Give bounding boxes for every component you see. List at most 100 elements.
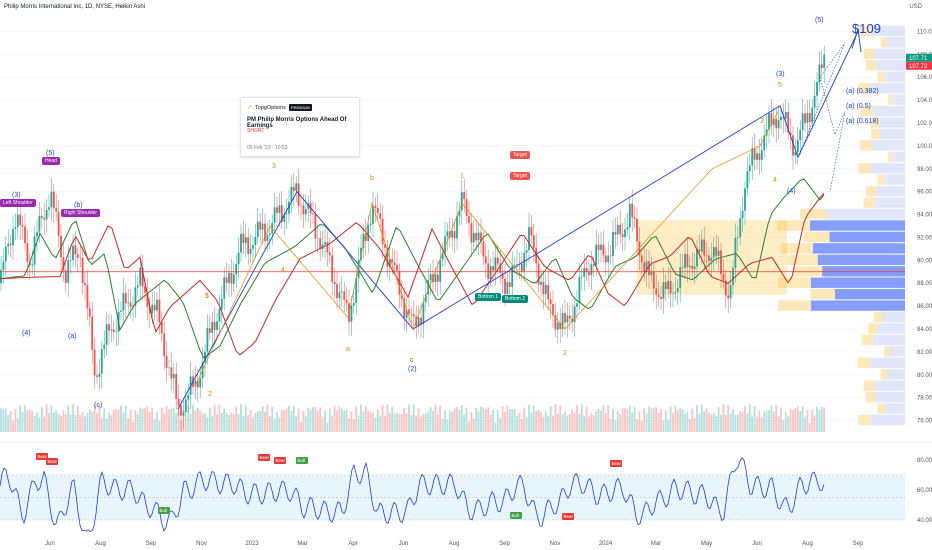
- candle-body: [228, 272, 230, 283]
- volume-bar: [792, 409, 794, 432]
- candle-body: [252, 245, 254, 249]
- candle-body: [434, 274, 437, 283]
- profile-bar-blue: [870, 25, 905, 37]
- volume-bar: [448, 410, 451, 432]
- volume-bar: [693, 417, 696, 432]
- candle-body: [513, 264, 516, 266]
- candle-body: [410, 313, 413, 315]
- candle-body: [568, 315, 571, 319]
- candle-body: [801, 113, 804, 130]
- volume-bar: [554, 404, 557, 432]
- candle-body: [823, 54, 826, 69]
- volume-bar: [710, 414, 713, 432]
- wave-label-orange: 4: [281, 267, 285, 274]
- volume-bar: [278, 417, 281, 432]
- volume-bar: [652, 407, 655, 432]
- candle-body: [657, 294, 660, 297]
- volume-bar: [266, 404, 269, 432]
- time-tick-label: Jun: [399, 541, 409, 547]
- volume-bar: [139, 407, 142, 432]
- candle-body: [376, 208, 379, 214]
- pattern-tag-head: Head: [42, 157, 60, 165]
- candle-body: [758, 153, 761, 160]
- volume-bar: [316, 410, 319, 432]
- volume-bar: [206, 417, 209, 432]
- current-price-label: 107.72: [909, 64, 928, 70]
- profile-bar-blue: [870, 163, 905, 174]
- volume-bar: [290, 410, 293, 432]
- volume-bar: [328, 408, 331, 432]
- signal-label: Bear: [48, 459, 58, 464]
- volume-bar: [220, 412, 223, 432]
- volume-bar: [580, 404, 583, 432]
- volume-bar: [144, 408, 146, 432]
- volume-bar: [724, 414, 727, 432]
- candle-body: [655, 288, 658, 295]
- volume-bar: [446, 419, 449, 432]
- candle-body: [530, 226, 533, 236]
- volume-bar: [732, 409, 734, 432]
- candle-body: [2, 261, 5, 270]
- candle-body: [643, 262, 646, 272]
- volume-bar: [650, 408, 653, 432]
- profile-bar-blue: [872, 334, 905, 346]
- candle-body: [756, 153, 758, 160]
- volume-bar: [384, 415, 386, 432]
- volume-bar: [132, 421, 134, 432]
- candle-body: [612, 232, 614, 256]
- candle-body: [194, 380, 197, 387]
- target-arrow: [851, 29, 862, 53]
- candle-body: [732, 268, 734, 286]
- candle-body: [55, 208, 58, 212]
- profile-bar-blue: [871, 105, 905, 117]
- profile-bar-yellow: [877, 71, 885, 82]
- candle-body: [552, 304, 554, 316]
- candle-body: [472, 232, 475, 243]
- volume-bar: [756, 416, 758, 432]
- volume-bar: [585, 407, 588, 432]
- candle-body: [804, 113, 806, 123]
- volume-bar: [213, 404, 216, 432]
- target-price-label: $109: [852, 21, 881, 36]
- candle-body: [441, 252, 444, 260]
- signal-label: Bear: [612, 461, 622, 466]
- profile-bar-yellow: [793, 266, 823, 277]
- volume-bar: [391, 407, 394, 432]
- candle-body: [585, 268, 588, 273]
- volume-bar: [72, 404, 74, 432]
- candle-body: [662, 282, 665, 299]
- profile-bar-yellow: [865, 60, 876, 71]
- candle-body: [76, 254, 79, 258]
- volume-bar: [312, 407, 314, 432]
- volume-bar: [331, 415, 334, 432]
- volume-bar: [712, 412, 715, 432]
- volume-bar: [283, 410, 286, 432]
- volume-bar: [98, 404, 101, 432]
- volume-bar: [422, 413, 425, 432]
- volume-profile: [637, 25, 905, 426]
- candle-body: [230, 272, 233, 284]
- volume-bar: [91, 411, 94, 432]
- candle-body: [163, 333, 166, 357]
- volume-bar: [324, 410, 326, 432]
- volume-bar: [153, 419, 156, 432]
- candle-body: [597, 244, 600, 250]
- volume-bar: [698, 413, 701, 432]
- candle-body: [115, 331, 118, 333]
- volume-bar: [175, 412, 178, 432]
- candle-body: [592, 264, 595, 266]
- author-logo-icon: ↗: [247, 105, 253, 111]
- volume-bar: [295, 416, 298, 432]
- price-tick-label: 96.00: [917, 190, 932, 196]
- candle-body: [244, 237, 247, 244]
- candle-body: [818, 64, 821, 83]
- current-price-label: 107.71: [909, 56, 928, 62]
- idea-card[interactable]: ↗ TopgOptions PREMIUM PM Philip Morris O…: [240, 97, 360, 157]
- volume-bar: [720, 415, 722, 432]
- volume-bar: [379, 415, 382, 432]
- signal-label: Bull: [160, 508, 168, 513]
- candle-body: [616, 224, 619, 235]
- volume-bar: [501, 406, 504, 432]
- volume-bar: [513, 409, 516, 432]
